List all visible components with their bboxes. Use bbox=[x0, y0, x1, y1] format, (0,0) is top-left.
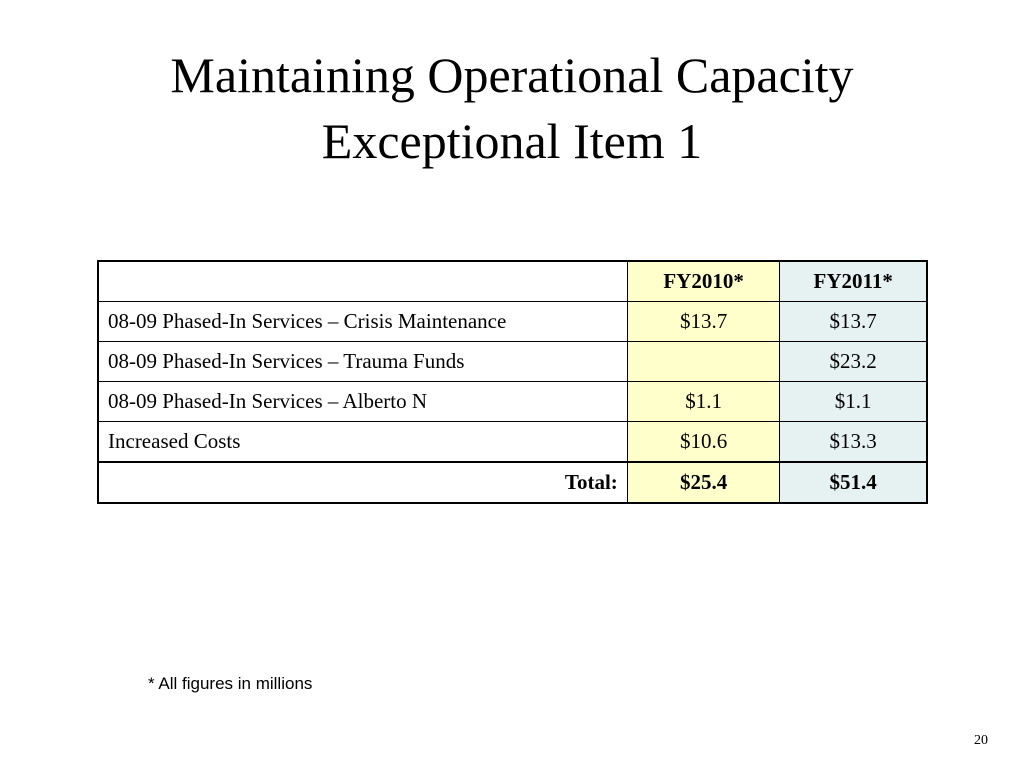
fy2010-value: $1.1 bbox=[626, 381, 781, 422]
row-label: 08-09 Phased-In Services – Alberto N bbox=[97, 381, 628, 422]
total-label: Total: bbox=[97, 461, 628, 504]
header-fy2011: FY2011* bbox=[779, 260, 928, 302]
table-row: 08-09 Phased-In Services – Alberto N $1.… bbox=[97, 381, 928, 422]
row-label: Increased Costs bbox=[97, 421, 628, 463]
table-row: 08-09 Phased-In Services – Trauma Funds … bbox=[97, 341, 928, 382]
page-number: 20 bbox=[974, 733, 988, 748]
budget-table: FY2010* FY2011* 08-09 Phased-In Services… bbox=[97, 260, 928, 504]
title-line-1: Maintaining Operational Capacity bbox=[170, 47, 854, 103]
row-label: 08-09 Phased-In Services – Crisis Mainte… bbox=[97, 301, 628, 342]
fy2011-value: $13.3 bbox=[779, 421, 928, 463]
slide-title: Maintaining Operational Capacity Excepti… bbox=[0, 42, 1024, 174]
fy2011-value: $23.2 bbox=[779, 341, 928, 382]
header-fy2010: FY2010* bbox=[626, 260, 781, 302]
header-label-cell bbox=[97, 260, 628, 302]
total-fy2010: $25.4 bbox=[626, 461, 781, 504]
fy2010-value: $10.6 bbox=[626, 421, 781, 463]
footnote: * All figures in millions bbox=[148, 674, 313, 693]
table-header-row: FY2010* FY2011* bbox=[97, 260, 928, 302]
fy2010-value bbox=[626, 341, 781, 382]
fy2011-value: $13.7 bbox=[779, 301, 928, 342]
total-row: Total: $25.4 $51.4 bbox=[97, 461, 928, 504]
row-label: 08-09 Phased-In Services – Trauma Funds bbox=[97, 341, 628, 382]
fy2011-value: $1.1 bbox=[779, 381, 928, 422]
fy2010-value: $13.7 bbox=[626, 301, 781, 342]
title-line-2: Exceptional Item 1 bbox=[321, 113, 703, 169]
table-row: 08-09 Phased-In Services – Crisis Mainte… bbox=[97, 301, 928, 342]
table-row: Increased Costs $10.6 $13.3 bbox=[97, 421, 928, 463]
total-fy2011: $51.4 bbox=[779, 461, 928, 504]
